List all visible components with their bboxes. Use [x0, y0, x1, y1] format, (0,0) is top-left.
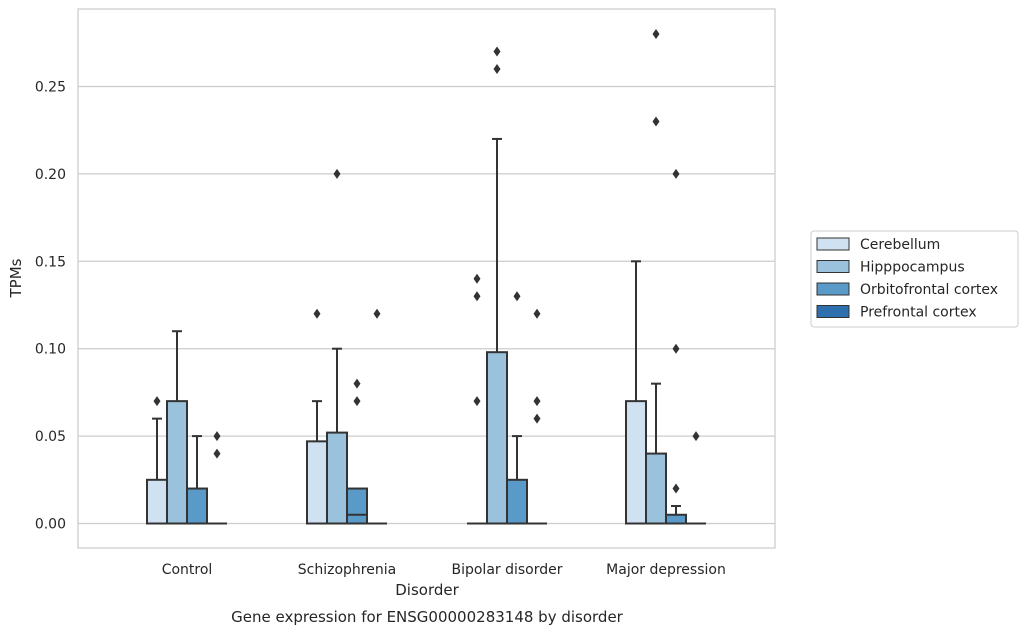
outlier-point — [153, 396, 161, 407]
outlier-point — [493, 64, 501, 75]
box — [306, 308, 328, 525]
box — [645, 29, 667, 525]
outlier-point — [533, 413, 541, 424]
box — [486, 46, 508, 525]
box — [346, 378, 368, 525]
box-body — [665, 513, 687, 525]
chart-caption: Gene expression for ENSG00000283148 by d… — [231, 608, 624, 626]
x-axis-ticks: Control Schizophrenia Bipolar disorder Majo… — [162, 562, 726, 578]
legend-label: Cerebellum — [860, 237, 940, 253]
y-tick-label: 0.05 — [35, 429, 66, 445]
box — [625, 260, 647, 525]
legend-swatch — [816, 282, 850, 296]
y-tick-label: 0.25 — [35, 80, 66, 96]
x-tick-label: Control — [162, 562, 213, 578]
outlier-point — [672, 168, 680, 179]
box — [326, 168, 348, 525]
box-body — [625, 400, 647, 525]
box-body — [166, 400, 188, 525]
box — [665, 168, 687, 525]
box-body — [486, 351, 508, 525]
box-body — [326, 431, 348, 525]
outlier-point — [213, 431, 221, 442]
outlier-point — [473, 291, 481, 302]
box — [186, 435, 208, 525]
x-tick-label: Schizophrenia — [298, 562, 396, 578]
y-tick-label: 0.20 — [35, 167, 66, 183]
outlier-point — [533, 396, 541, 407]
outlier-point — [672, 343, 680, 354]
legend-label: Orbitofrontal cortex — [860, 282, 998, 298]
outlier-point — [692, 431, 700, 442]
outlier-point — [533, 308, 541, 319]
box-body — [306, 440, 328, 525]
legend-label: Hipppocampus — [860, 260, 965, 276]
box-body — [346, 487, 368, 525]
legend: Cerebellum Hipppocampus Orbitofrontal cort… — [810, 230, 1019, 328]
box — [367, 308, 387, 525]
legend-label: Prefrontal cortex — [860, 305, 977, 321]
outlier-point — [473, 396, 481, 407]
outlier-point — [672, 483, 680, 494]
x-axis-title: Disorder — [395, 581, 459, 599]
box — [506, 291, 528, 525]
legend-swatch — [816, 237, 850, 251]
outlier-point — [353, 396, 361, 407]
box-body — [186, 487, 208, 525]
x-tick-label: Major depression — [606, 562, 726, 578]
y-axis-ticks: 0.00 0.05 0.10 0.15 0.20 0.25 — [35, 80, 66, 533]
outlier-point — [333, 168, 341, 179]
outlier-point — [473, 273, 481, 284]
outlier-point — [213, 448, 221, 459]
outlier-point — [652, 116, 660, 127]
outlier-point — [373, 308, 381, 319]
box — [527, 308, 547, 525]
box — [146, 396, 168, 525]
y-axis-title: TPMs — [7, 258, 25, 298]
box — [686, 431, 706, 525]
legend-swatch — [816, 260, 850, 273]
box-series-group — [146, 29, 706, 525]
outlier-point — [493, 46, 501, 57]
box — [207, 431, 227, 525]
box-body — [146, 478, 168, 525]
outlier-point — [353, 378, 361, 389]
legend-items: Cerebellum Hipppocampus Orbitofrontal cort… — [816, 237, 998, 321]
outlier-point — [313, 308, 321, 319]
outlier-point — [513, 291, 521, 302]
box — [467, 273, 487, 525]
outlier-point — [652, 29, 660, 40]
y-tick-label: 0.00 — [35, 517, 66, 533]
y-tick-label: 0.15 — [35, 254, 66, 270]
box-body — [506, 478, 528, 525]
x-tick-label: Bipolar disorder — [451, 562, 562, 578]
box — [166, 330, 188, 525]
legend-frame — [810, 230, 1019, 328]
plot-frame — [77, 8, 776, 549]
y-tick-label: 0.10 — [35, 342, 66, 358]
legend-swatch — [816, 305, 850, 318]
box-body — [645, 452, 667, 525]
